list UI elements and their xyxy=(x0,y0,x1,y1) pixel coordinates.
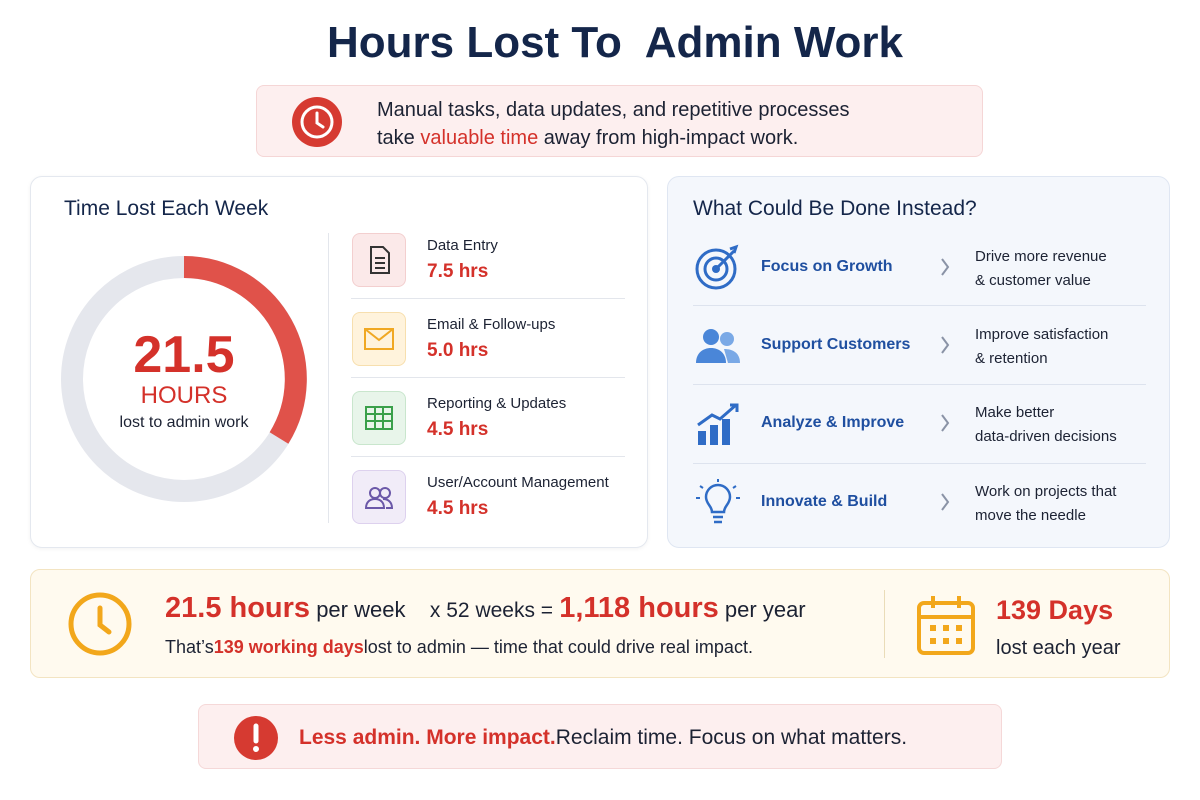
separator xyxy=(693,305,1146,306)
chevrons xyxy=(941,258,950,511)
option-desc: Drive more revenue & customer value xyxy=(975,245,1107,293)
separator xyxy=(351,377,625,378)
desc-line: & retention xyxy=(975,350,1048,367)
text: x 52 weeks = xyxy=(429,599,554,622)
users-icon xyxy=(352,470,406,524)
option-title: Focus on Growth xyxy=(761,258,893,275)
clock-icon xyxy=(292,97,342,147)
footer-text: Less admin. More impact. Reclaim time. F… xyxy=(299,726,907,750)
summary-line: That’s 139 working days lost to admin — … xyxy=(165,637,753,658)
growth-icon xyxy=(697,403,739,445)
days: 139 Days xyxy=(996,595,1114,625)
item-label: Reporting & Updates xyxy=(427,395,567,412)
separator xyxy=(351,298,625,299)
separator xyxy=(351,456,625,457)
desc-line: Improve satisfaction xyxy=(975,326,1109,343)
highlight: Less admin. More impact. xyxy=(299,726,556,749)
separator xyxy=(693,384,1146,385)
item-value: 5.0 hrs xyxy=(427,340,489,361)
separator xyxy=(693,463,1146,464)
item-value: 7.5 hrs xyxy=(427,261,489,282)
summary-banner: 21.5 hours per week x 52 weeks = 1,118 h… xyxy=(30,569,1170,678)
intro-line: take valuable time away from high-impact… xyxy=(377,124,850,152)
desc-line: data-driven decisions xyxy=(975,428,1117,445)
people-icon xyxy=(696,329,740,363)
divider xyxy=(884,590,885,658)
text: That’s xyxy=(165,637,214,657)
option-title: Analyze & Improve xyxy=(761,414,905,431)
footer-banner: Less admin. More impact. Reclaim time. F… xyxy=(198,704,1002,769)
item-label: Data Entry xyxy=(427,237,498,254)
total-unit: HOURS xyxy=(140,382,228,409)
weekly-hours: 21.5 hours xyxy=(165,592,311,624)
text: away from high-impact work. xyxy=(543,127,799,149)
option-title: Innovate & Build xyxy=(761,493,888,510)
calendar-icon xyxy=(917,596,975,655)
item-value: 4.5 hrs xyxy=(427,498,489,519)
highlight: 139 working days xyxy=(213,637,364,657)
highlight: valuable time xyxy=(420,127,539,149)
text xyxy=(405,597,429,623)
desc-line: Work on projects that xyxy=(975,483,1117,500)
card-title: What Could Be Done Instead? xyxy=(693,197,977,220)
alert-icon xyxy=(234,716,278,760)
desc-line: move the needle xyxy=(975,507,1086,524)
divider xyxy=(328,233,329,523)
option-desc: Work on projects that move the needle xyxy=(975,480,1116,528)
desc-line: & customer value xyxy=(975,272,1091,289)
document-icon xyxy=(352,233,406,287)
intro-text: Manual tasks, data updates, and repetiti… xyxy=(377,96,850,152)
intro-line: Manual tasks, data updates, and repetiti… xyxy=(377,99,850,121)
text: take xyxy=(377,127,415,149)
option-desc: Improve satisfaction & retention xyxy=(975,323,1108,371)
total-hours: 21.5 xyxy=(133,326,235,384)
item-value: 4.5 hrs xyxy=(427,419,489,440)
donut xyxy=(61,256,307,502)
days-caption: lost each year xyxy=(996,637,1121,659)
clock-icon xyxy=(68,592,132,656)
instead-card: What Could Be Done Instead? Focus on Gro… xyxy=(667,176,1170,548)
text: Reclaim time. Focus on what matters. xyxy=(555,726,908,749)
text: per year xyxy=(724,597,806,622)
item-label: User/Account Management xyxy=(427,474,609,491)
item-label: Email & Follow-ups xyxy=(427,316,556,333)
option-title: Support Customers xyxy=(761,336,911,353)
email-icon xyxy=(352,312,406,366)
bulb-icon xyxy=(696,479,740,524)
sheet-icon xyxy=(352,391,406,445)
total-caption: lost to admin work xyxy=(119,414,249,431)
yearly-hours: 1,118 hours xyxy=(559,592,719,624)
desc-line: Drive more revenue xyxy=(975,248,1107,265)
text: lost to admin — time that could drive re… xyxy=(363,637,753,657)
intro-banner: Manual tasks, data updates, and repetiti… xyxy=(256,85,983,157)
weekly-card: Time Lost Each Week 21.5 HOURS lost to a… xyxy=(30,176,648,548)
card-title: Time Lost Each Week xyxy=(64,197,269,220)
target-icon xyxy=(695,244,739,290)
option-desc: Make better data-driven decisions xyxy=(975,401,1117,449)
desc-line: Make better xyxy=(975,404,1055,421)
text: per week xyxy=(316,597,406,622)
summary-line: 21.5 hours per week x 52 weeks = 1,118 h… xyxy=(165,592,806,625)
title: Hours Lost To Admin Work xyxy=(326,18,904,67)
